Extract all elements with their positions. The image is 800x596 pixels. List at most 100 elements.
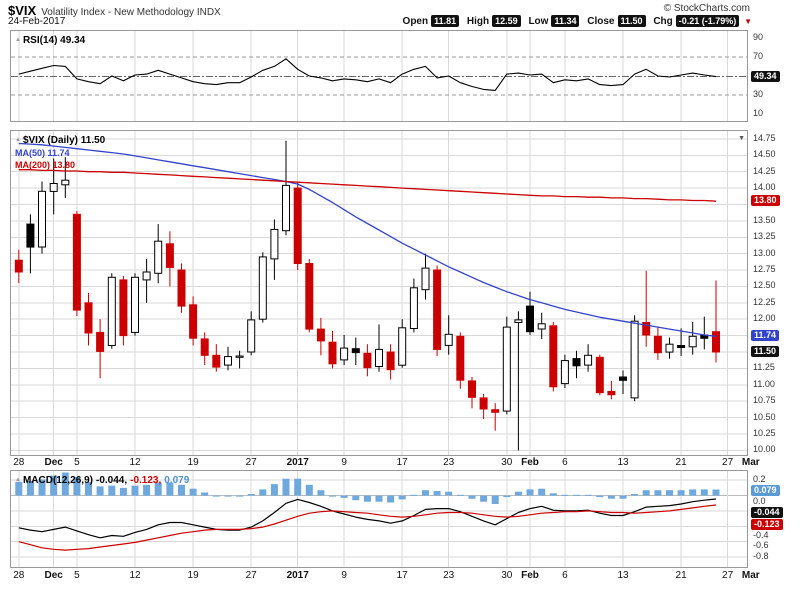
macd-panel: ▲ MACD(12,26,9) -0.044, -0.123, 0.079	[10, 470, 748, 568]
header-row-2: 24-Feb-2017 Open 11.81 High 12.59 Low 11.34…	[8, 15, 792, 29]
macd-label: MACD(12,26,9)	[22, 475, 93, 486]
macd-value: -0.044,	[95, 475, 128, 486]
x-axis-label: Feb	[521, 570, 539, 581]
x-axis-row-top: 28 Dec 5 12 19 27 2017 9 17 23 30 Feb 6 13 21 27 Mar	[0, 457, 800, 469]
quote-strip: Open 11.81 High 12.59 Low 11.34 Close 11.50 …	[398, 15, 752, 27]
macd-histogram-value: 0.079	[164, 475, 190, 486]
x-axis-label: Dec	[44, 457, 63, 468]
axis-value-chip: 11.50	[751, 346, 780, 357]
rsi-axis: 90 70 49.34 30 10	[751, 31, 798, 121]
panel-collapse-icon[interactable]: ▲	[15, 37, 21, 43]
symbol: $VIX	[8, 3, 37, 18]
price-legend: ▲ $VIX (Daily) 11.50 MA(50) 11.74 MA(200)…	[15, 133, 105, 171]
axis-value-chip: -0.123	[751, 519, 783, 531]
panel-collapse-icon[interactable]: ▲	[15, 137, 21, 143]
x-axis-label: 9	[341, 457, 347, 468]
axis-value-chip: 49.34	[751, 70, 780, 82]
axis-label: 12.00	[753, 313, 776, 324]
axis-label: 12.75	[753, 264, 776, 274]
x-axis-label: 28	[13, 570, 25, 581]
axis-label: 10	[753, 108, 764, 119]
price-axis-menu-icon[interactable]: ▼	[738, 135, 745, 142]
rsi-panel: ▲ RSI(14) 49.34	[10, 30, 748, 122]
axis-value-chip: 11.74	[751, 330, 780, 342]
axis-value-chip: -0.044	[751, 507, 783, 519]
axis-label: -0.8	[753, 551, 769, 561]
x-axis-label: Mar	[741, 457, 760, 468]
axis-label: 13.25	[753, 231, 776, 242]
ma50-legend: MA(50) 11.74	[15, 148, 70, 158]
x-axis-label: 13	[617, 570, 629, 581]
rsi-label: RSI(14) 49.34	[22, 35, 86, 46]
x-axis-label: 27	[722, 457, 734, 468]
macd-chart	[11, 471, 747, 567]
high-value: 12.59	[492, 15, 521, 27]
axis-label: 10.75	[753, 395, 776, 406]
x-axis-label: 27	[245, 570, 257, 581]
rsi-legend: ▲ RSI(14) 49.34	[15, 33, 85, 47]
axis-label: 14.25	[753, 165, 776, 176]
x-axis-label: 27	[722, 570, 734, 581]
x-axis-label: 6	[562, 570, 568, 581]
x-axis-row-bottom: 28 Dec 5 12 19 27 2017 9 17 23 30 Feb 6 13 21 27 Mar	[0, 570, 800, 582]
x-axis-label: 17	[396, 570, 408, 581]
axis-label: 12.25	[753, 296, 776, 307]
axis-label: 10.00	[753, 444, 776, 455]
x-axis-label: 27	[245, 457, 257, 468]
chart-date: 24-Feb-2017	[8, 16, 66, 27]
x-axis-label: 13	[617, 457, 629, 468]
x-axis-label: 5	[74, 570, 80, 581]
axis-label: 70	[753, 50, 764, 61]
axis-label: 14.75	[753, 132, 776, 143]
axis-label: 11.25	[753, 362, 775, 373]
x-axis-label: 2017	[286, 457, 309, 468]
change-label: Chg	[653, 16, 673, 27]
close-value: 11.50	[617, 15, 646, 27]
x-axis-label: 12	[129, 457, 141, 468]
ma200-legend: MA(200) 13.80	[15, 160, 76, 170]
axis-label: 30	[753, 89, 764, 100]
axis-label: 10.50	[753, 411, 776, 422]
low-value: 11.34	[551, 15, 580, 27]
axis-label: 12.50	[753, 280, 776, 291]
x-axis-label: 6	[562, 457, 568, 468]
x-axis-label: Mar	[741, 570, 760, 581]
x-axis-label: 5	[74, 457, 80, 468]
axis-label: 0.0	[753, 496, 766, 507]
x-axis-label: 17	[396, 457, 408, 468]
axis-label: 14.00	[753, 182, 776, 193]
axis-label: 90	[753, 31, 764, 42]
macd-signal-value: -0.123,	[130, 475, 162, 486]
x-axis-label: 2017	[286, 570, 309, 581]
price-chart	[11, 131, 747, 455]
panel-collapse-icon[interactable]: ▲	[15, 477, 21, 483]
x-axis-label: 30	[501, 457, 513, 468]
axis-label: 0.2	[753, 474, 766, 485]
axis-label: 13.00	[753, 247, 776, 258]
x-axis-label: 23	[443, 457, 455, 468]
x-axis-label: 19	[187, 457, 199, 468]
price-label: $VIX (Daily) 11.50	[22, 135, 106, 146]
chart-title: Volatility Index - New Methodology INDX	[41, 7, 221, 18]
x-axis-label: 21	[675, 570, 687, 581]
open-label: Open	[402, 16, 429, 27]
x-axis-label: 23	[443, 570, 455, 581]
open-value: 11.81	[431, 15, 460, 27]
price-panel: ▲ $VIX (Daily) 11.50 MA(50) 11.74 MA(200)…	[10, 130, 748, 456]
high-label: High	[466, 16, 490, 27]
stockcharts-credit: © StockCharts.com	[663, 3, 750, 14]
axis-label: -0.6	[753, 540, 769, 551]
rsi-chart	[11, 31, 747, 121]
axis-value-chip: 0.079	[751, 485, 780, 497]
header-row-1: $VIX Volatility Index - New Methodology I…	[8, 2, 792, 18]
x-axis-label: 9	[341, 570, 347, 581]
x-axis-label: 28	[13, 457, 25, 468]
axis-label: 13.50	[753, 214, 776, 225]
low-label: Low	[528, 16, 549, 27]
x-axis-label: 30	[501, 570, 513, 581]
change-down-icon: ▼	[744, 17, 752, 26]
axis-value-chip: 13.80	[751, 195, 780, 207]
x-axis-label: Dec	[44, 570, 63, 581]
macd-axis: 0.2 0.079 0.0 -0.044 -0.123 -0.4 -0.6 -0.8	[751, 471, 798, 567]
axis-label: 10.25	[753, 428, 776, 438]
